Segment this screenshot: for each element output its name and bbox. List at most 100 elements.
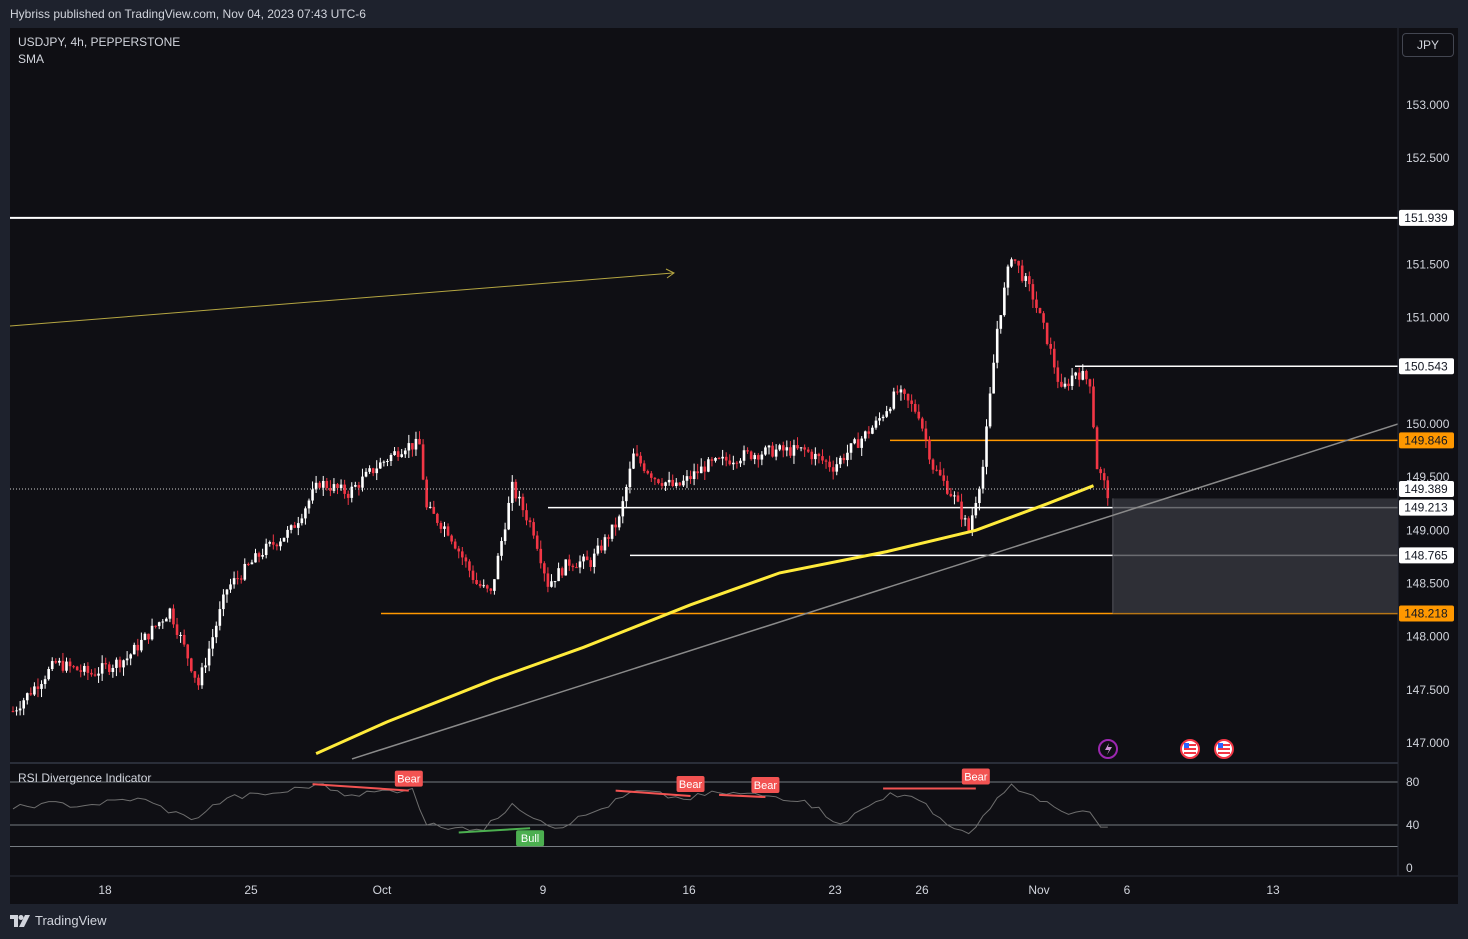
currency-button[interactable]: JPY <box>1402 33 1454 57</box>
candle-body <box>197 677 200 686</box>
symbol-legend[interactable]: USDJPY, 4h, PEPPERSTONE <box>18 35 181 49</box>
candle-body <box>610 524 614 539</box>
candle-body <box>122 660 125 668</box>
candle-body <box>771 445 774 457</box>
candle-body <box>200 667 204 686</box>
risk-reward-box[interactable] <box>1113 498 1398 614</box>
top-bar: Hybriss published on TradingView.com, No… <box>0 0 1468 28</box>
tradingview-logo[interactable]: TradingView <box>10 913 107 928</box>
price-level-tag <box>1399 547 1454 564</box>
candle-body <box>15 710 18 712</box>
candle-body <box>1067 383 1070 386</box>
candle-body <box>207 648 211 666</box>
ascending-trendline[interactable] <box>351 423 1399 760</box>
candle-body <box>378 462 382 469</box>
candle-body <box>528 520 532 523</box>
candle-body <box>485 585 489 589</box>
time-tick-label: Nov <box>1028 883 1049 897</box>
candle-body <box>903 389 906 394</box>
rsi-panel-title[interactable]: RSI Divergence Indicator <box>18 771 152 785</box>
us-flag-event-icon[interactable] <box>1214 739 1234 759</box>
candle-body <box>1106 480 1110 499</box>
divergence-line <box>615 789 691 797</box>
candle-body <box>311 489 314 501</box>
chart-pane[interactable] <box>10 28 1458 904</box>
trend-arrow-line[interactable] <box>9 272 674 327</box>
candle-body <box>375 468 379 474</box>
candle-body <box>906 393 910 401</box>
candle-body <box>475 579 478 585</box>
sma-line <box>315 484 1095 755</box>
candle-body <box>510 481 514 503</box>
candle-body <box>464 557 468 562</box>
candle-body <box>585 556 589 561</box>
time-tick-label: 26 <box>915 883 929 897</box>
candle-body <box>1074 372 1077 376</box>
candle-body <box>839 457 842 465</box>
footer-bar <box>0 905 1468 939</box>
candle-body <box>596 545 600 554</box>
candle-body <box>428 506 432 508</box>
candle-body <box>913 403 917 412</box>
price-level-label: 151.939 <box>1404 211 1448 225</box>
candle-body <box>336 484 339 489</box>
candle-body <box>985 426 988 467</box>
candle-body <box>425 479 428 508</box>
candle-body <box>592 553 596 567</box>
candle-body <box>100 663 104 674</box>
candle-body <box>856 439 860 448</box>
candle-body <box>36 686 40 689</box>
candle-body <box>411 443 414 450</box>
candle-body <box>1070 375 1074 386</box>
candle-body <box>1035 299 1038 308</box>
candle-body <box>671 479 675 487</box>
candle-body <box>225 589 229 595</box>
candle-body <box>814 453 817 460</box>
us-flag-event-icon[interactable] <box>1180 739 1200 759</box>
candle-body <box>264 543 268 556</box>
candle-body <box>981 466 985 489</box>
candle-body <box>72 666 75 668</box>
divergence-label: Bear <box>964 771 988 783</box>
candle-body <box>400 454 403 457</box>
candle-body <box>268 542 272 544</box>
candle-body <box>325 480 329 488</box>
candle-body <box>350 486 354 498</box>
rsi-line <box>12 783 1108 835</box>
candle-body <box>182 634 186 645</box>
candle-body <box>364 471 368 477</box>
candle-body <box>617 516 621 528</box>
candle-body <box>881 416 885 419</box>
candle-body <box>689 476 692 480</box>
candle-body <box>924 428 928 440</box>
candle-body <box>710 459 714 461</box>
candle-body <box>885 411 888 417</box>
candle-body <box>799 447 803 449</box>
candle-body <box>468 561 471 571</box>
candle-body <box>65 661 68 671</box>
candle-body <box>1099 469 1102 474</box>
sma-legend[interactable]: SMA <box>18 52 45 66</box>
candle-body <box>696 471 699 474</box>
candle-body <box>607 537 610 539</box>
candle-body <box>635 453 639 456</box>
candle-body <box>418 438 421 445</box>
candle-body <box>621 501 625 517</box>
candle-body <box>229 584 232 590</box>
candle-body <box>386 460 389 462</box>
price-axis[interactable] <box>1398 28 1458 904</box>
candle-body <box>204 665 207 668</box>
candle-body <box>639 455 642 464</box>
price-level-label: 149.213 <box>1404 501 1448 515</box>
candle-body <box>575 567 578 569</box>
candle-body <box>471 570 475 580</box>
flash-event-icon[interactable] <box>1098 739 1118 759</box>
candle-body <box>236 578 239 580</box>
price-level-labels: 151.939 150.543 149.846 149.389 149.213 148.7… <box>1399 209 1454 622</box>
candle-body <box>1038 307 1042 314</box>
candle-body <box>803 447 806 450</box>
candle-body <box>1003 287 1006 316</box>
price-level-tag <box>1399 432 1454 449</box>
candle-body <box>382 461 386 463</box>
